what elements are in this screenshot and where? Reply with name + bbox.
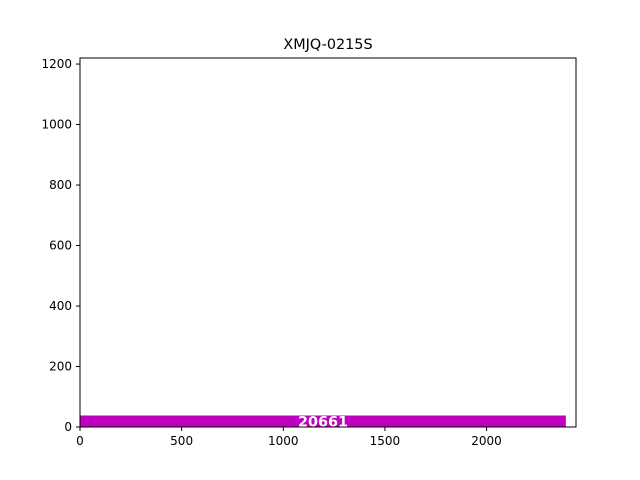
y-tick-label: 800 xyxy=(49,178,72,192)
y-tick-label: 1200 xyxy=(41,57,72,71)
x-tick-label: 0 xyxy=(76,434,84,448)
bars-layer: 20661 xyxy=(80,414,566,430)
y-tick-label: 200 xyxy=(49,360,72,374)
chart-title: XMJQ-0215S xyxy=(283,37,372,53)
y-tick-label: 400 xyxy=(49,299,72,313)
x-tick-label: 1000 xyxy=(268,434,299,448)
axes-frame xyxy=(79,57,577,428)
x-tick-label: 1500 xyxy=(370,434,401,448)
bar xyxy=(80,415,566,427)
y-tick-label: 0 xyxy=(64,420,72,434)
y-tick-label: 1000 xyxy=(41,118,72,132)
x-tick-label: 500 xyxy=(170,434,193,448)
y-tick-label: 600 xyxy=(49,239,72,253)
bar-value-label: 20661 xyxy=(298,414,348,430)
x-axis: 0 500 1000 1500 2000 xyxy=(76,427,502,448)
x-tick-label: 2000 xyxy=(471,434,502,448)
y-axis: 0 200 400 600 800 1000 1200 xyxy=(41,57,80,434)
